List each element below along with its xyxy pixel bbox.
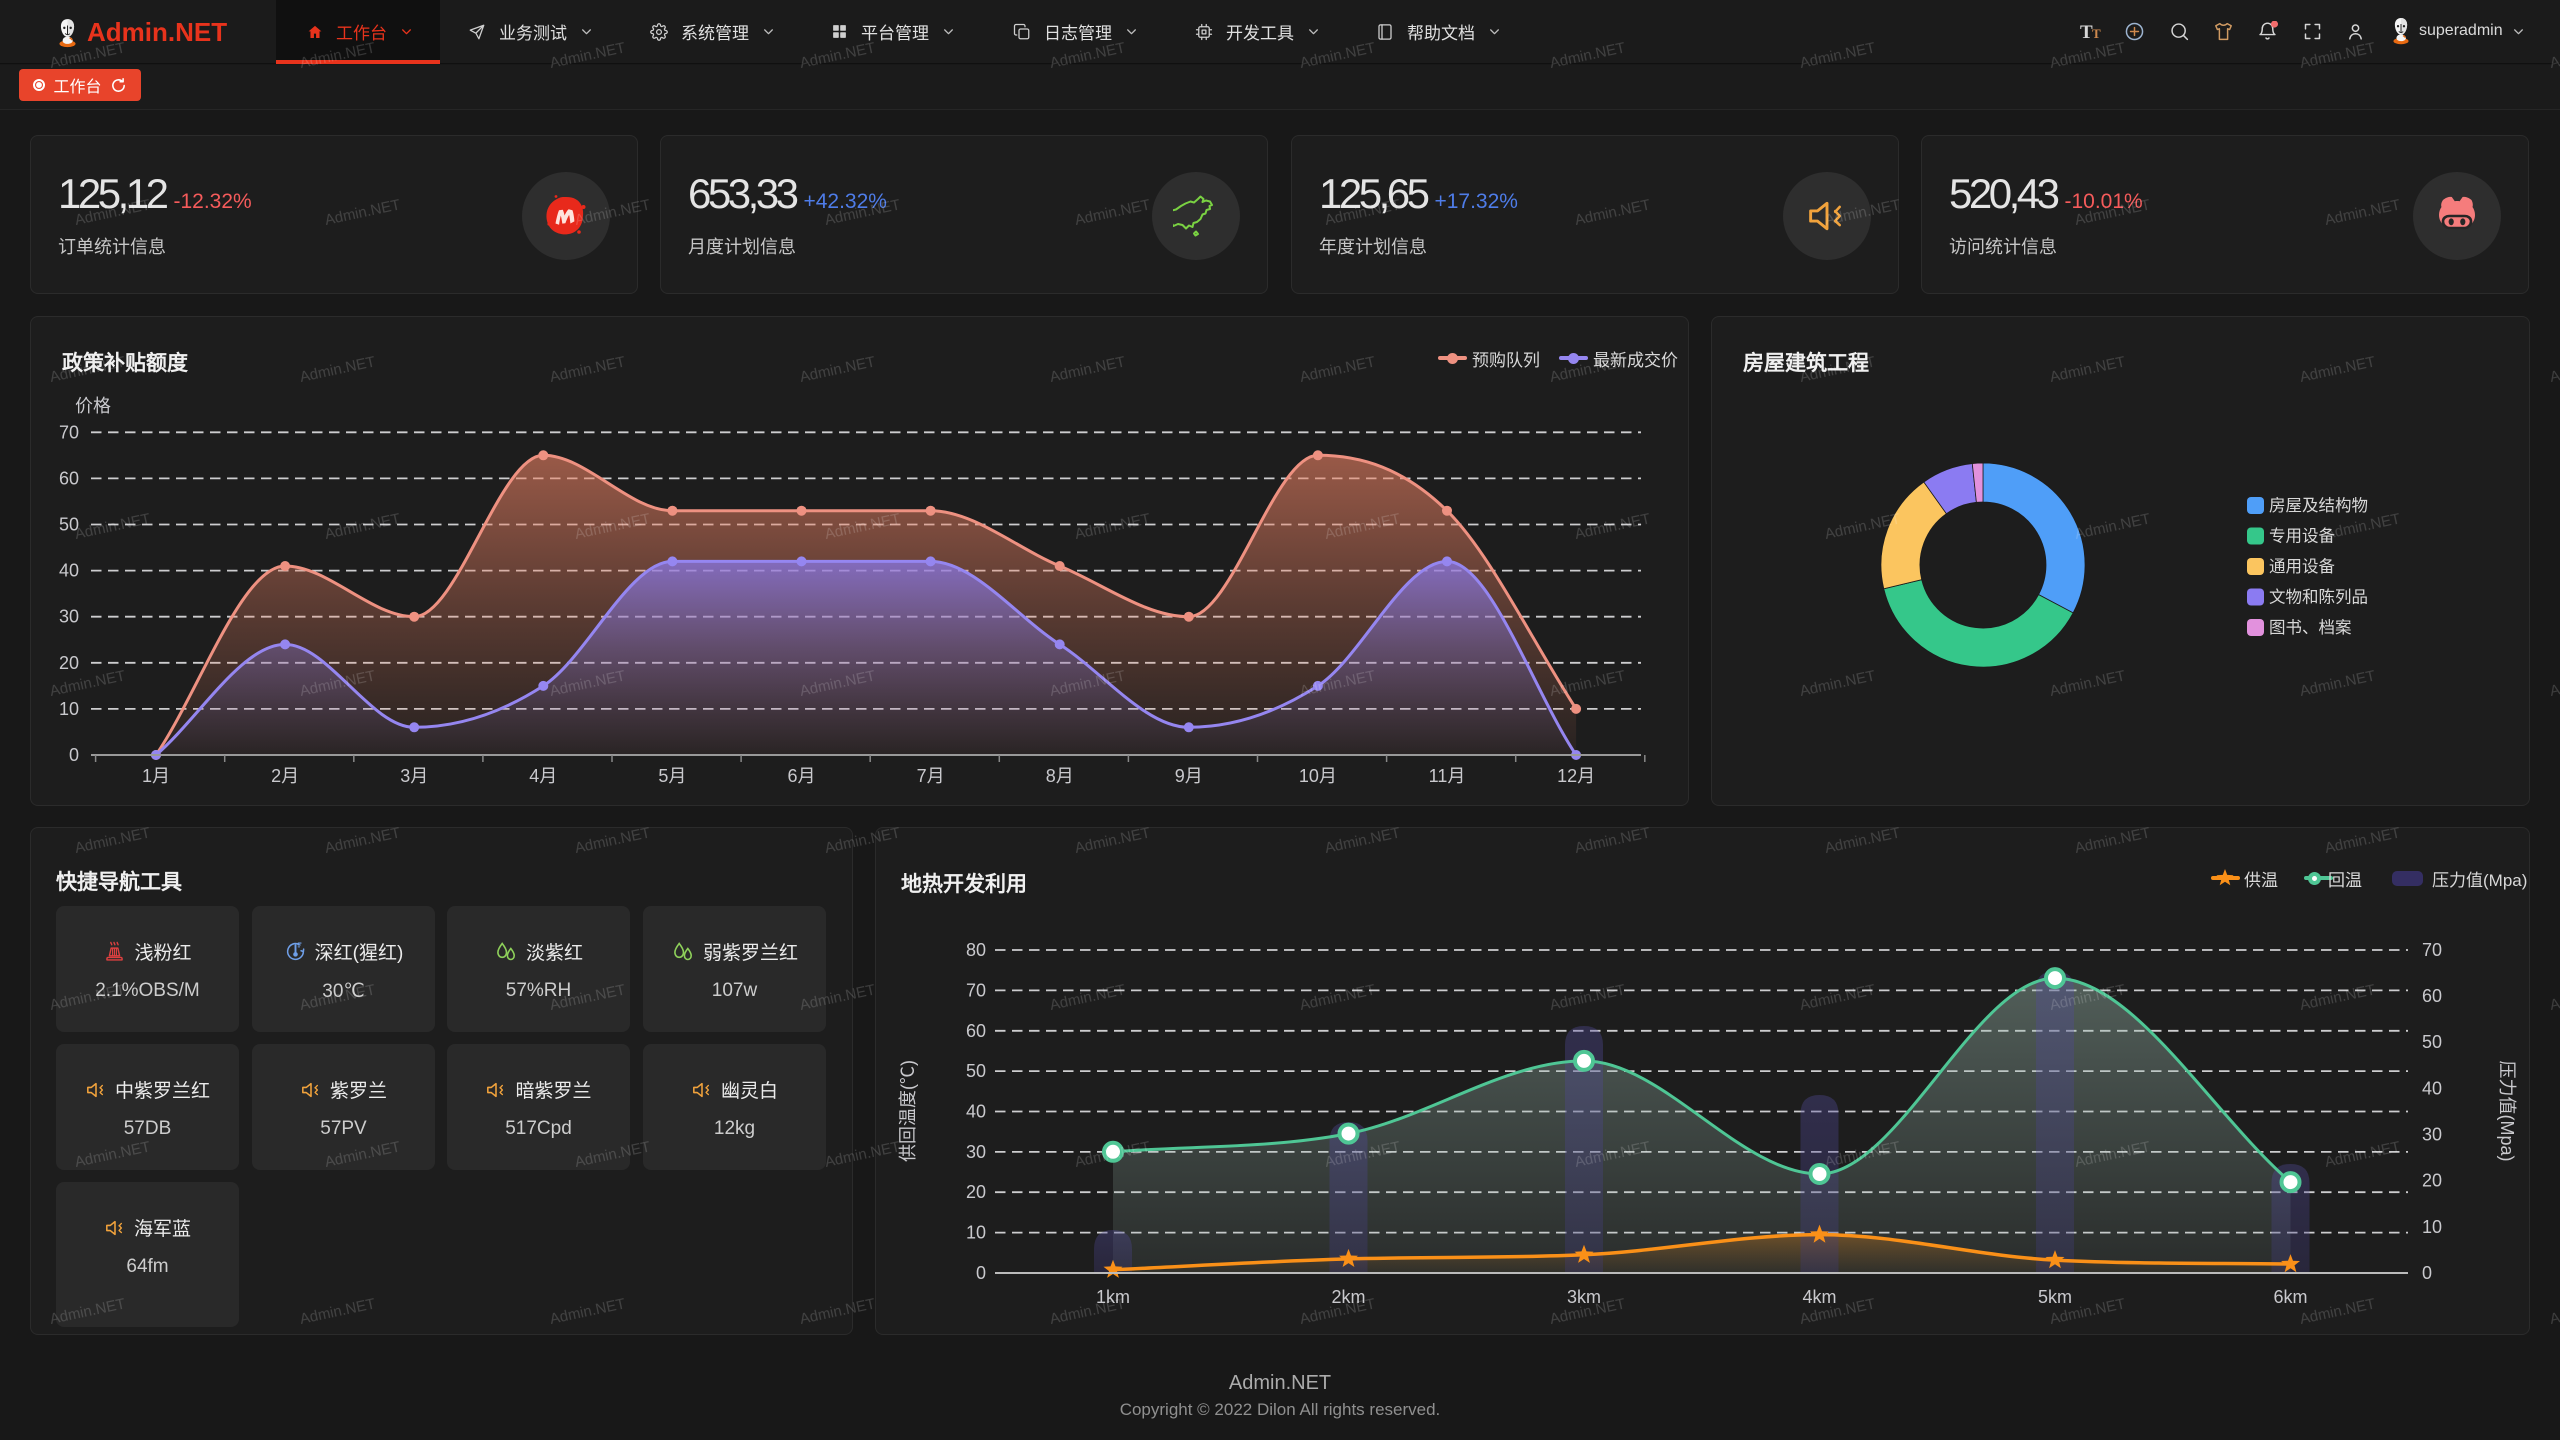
svg-text:图书、档案: 图书、档案 [2269,618,2352,637]
svg-text:2月: 2月 [271,766,299,786]
svg-text:4月: 4月 [529,766,557,786]
svg-text:20: 20 [2422,1171,2442,1191]
svg-text:0: 0 [69,745,79,765]
svg-text:3km: 3km [1567,1287,1601,1307]
svg-text:专用设备: 专用设备 [2269,527,2336,546]
svg-text:3月: 3月 [400,766,428,786]
svg-text:0: 0 [2422,1263,2432,1283]
svg-text:价格: 价格 [75,396,111,416]
svg-text:10月: 10月 [1299,766,1337,786]
svg-text:70: 70 [59,422,79,442]
svg-text:50: 50 [2422,1032,2442,1052]
svg-text:5km: 5km [2038,1287,2072,1307]
svg-text:70: 70 [966,980,986,1000]
svg-text:80: 80 [966,940,986,960]
svg-text:70: 70 [2422,940,2442,960]
svg-text:12月: 12月 [1557,766,1595,786]
svg-text:T: T [2092,26,2101,41]
svg-text:通用设备: 通用设备 [2269,557,2336,576]
svg-text:房屋及结构物: 房屋及结构物 [2269,496,2368,515]
svg-text:2km: 2km [1331,1287,1365,1307]
svg-text:50: 50 [59,515,79,535]
svg-text:60: 60 [59,468,79,488]
svg-text:40: 40 [2422,1078,2442,1098]
svg-text:60: 60 [2422,986,2442,1006]
svg-text:50: 50 [966,1061,986,1081]
svg-text:压力值(Mpa): 压力值(Mpa) [2497,1060,2517,1161]
svg-text:10: 10 [59,699,79,719]
svg-text:30: 30 [966,1142,986,1162]
svg-text:6月: 6月 [787,766,815,786]
svg-text:7月: 7月 [917,766,945,786]
svg-text:文物和陈列品: 文物和陈列品 [2269,588,2368,607]
svg-text:1月: 1月 [142,766,170,786]
svg-text:6km: 6km [2273,1287,2307,1307]
svg-text:4km: 4km [1802,1287,1836,1307]
svg-text:30: 30 [2422,1125,2442,1145]
svg-text:20: 20 [966,1182,986,1202]
svg-text:5月: 5月 [658,766,686,786]
svg-text:供回温度(℃): 供回温度(℃) [898,1060,918,1162]
svg-text:9月: 9月 [1175,766,1203,786]
svg-text:10: 10 [2422,1217,2442,1237]
svg-text:0: 0 [976,1263,986,1283]
svg-text:8月: 8月 [1046,766,1074,786]
svg-text:30: 30 [59,607,79,627]
svg-text:60: 60 [966,1021,986,1041]
svg-text:40: 40 [59,561,79,581]
svg-text:40: 40 [966,1102,986,1122]
svg-text:1km: 1km [1096,1287,1130,1307]
svg-text:20: 20 [59,653,79,673]
svg-text:10: 10 [966,1223,986,1243]
svg-text:11月: 11月 [1429,766,1466,786]
